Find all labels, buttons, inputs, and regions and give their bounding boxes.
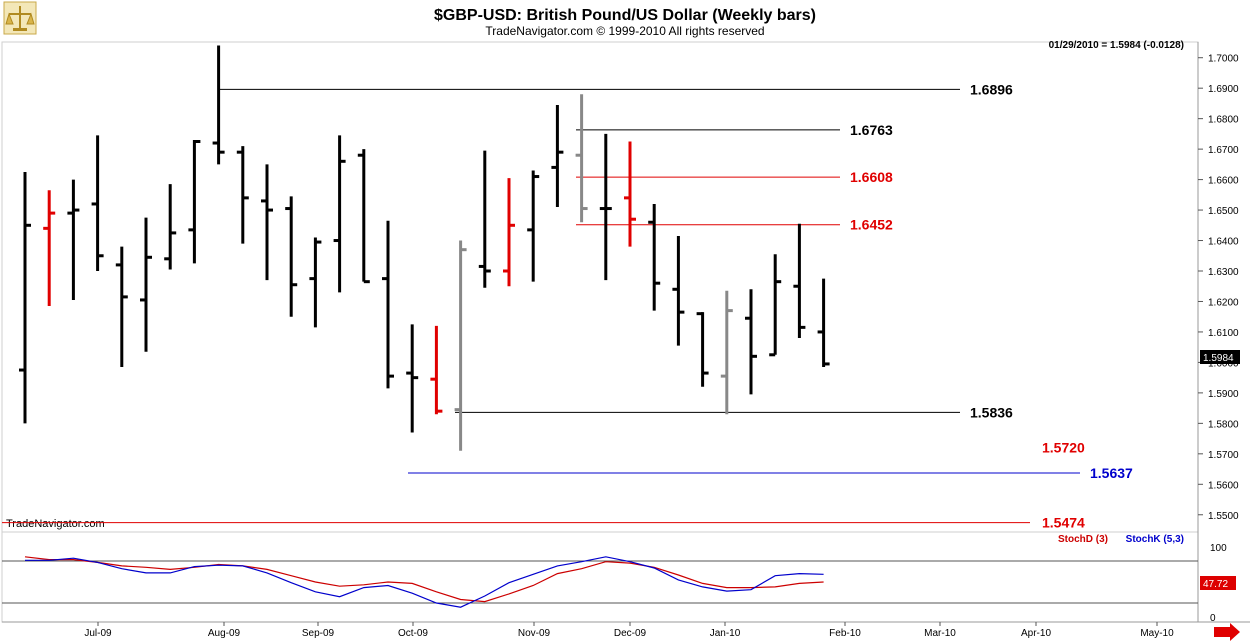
x-tick-label: Sep-09 xyxy=(302,628,335,639)
ohlc-bar xyxy=(236,146,249,244)
x-tick-label: Dec-09 xyxy=(614,628,647,639)
ohlc-bar xyxy=(575,94,588,223)
ohlc-bar xyxy=(43,190,56,307)
stoch-series-line xyxy=(25,556,824,608)
x-tick-label: Jan-10 xyxy=(710,628,741,639)
ohlc-bar xyxy=(333,135,346,293)
y-tick-label: 1.5900 xyxy=(1208,389,1239,400)
ohlc-bars xyxy=(19,45,830,451)
x-axis-labels: Jul-09 Aug-09 Sep-09 Oct-09 Nov-09 Dec-09 Jan-… xyxy=(84,622,1174,639)
level-label: 1.5474 xyxy=(1042,515,1085,531)
ohlc-bar xyxy=(478,150,491,288)
ohlc-bar xyxy=(357,149,370,284)
ohlc-bar xyxy=(285,196,298,317)
ohlc-bar xyxy=(527,170,540,282)
ohlc-bar xyxy=(696,312,709,387)
legend-stochk: StochK (5,3) xyxy=(1126,534,1184,545)
level-label: 1.6608 xyxy=(850,169,893,185)
x-tick-label: Mar-10 xyxy=(924,628,956,639)
ohlc-bar xyxy=(648,203,661,311)
y-tick-label: 1.6200 xyxy=(1208,297,1239,308)
level-label: 1.6452 xyxy=(850,217,893,233)
y-tick-label: 1.7000 xyxy=(1208,54,1239,65)
stoch-lines xyxy=(24,556,824,608)
x-tick-label: Oct-09 xyxy=(398,628,428,639)
ohlc-bar xyxy=(406,324,419,433)
ohlc-bar xyxy=(454,240,467,451)
chart-subtitle: TradeNavigator.com © 1999-2010 All right… xyxy=(485,24,764,38)
chart-title: $GBP-USD: British Pound/US Dollar (Weekl… xyxy=(434,7,816,24)
ohlc-bar xyxy=(551,104,564,208)
y-tick-label: 1.5500 xyxy=(1208,511,1239,522)
y-tick-label: 1.6100 xyxy=(1208,328,1239,339)
ohlc-bar xyxy=(91,135,104,272)
y-tick-label: 1.5700 xyxy=(1208,450,1239,461)
ohlc-bar xyxy=(67,179,80,300)
level-label: 1.5720 xyxy=(1042,440,1085,456)
level-label: 1.5836 xyxy=(970,404,1013,420)
level-lines: 1.6896 1.6763 1.6608 1.6452 1.5836 1.5637 1.54… xyxy=(2,81,1133,531)
y-tick-label: 1.6700 xyxy=(1208,145,1239,156)
ohlc-bar xyxy=(164,184,177,270)
stoch-last-label: 47.72 xyxy=(1203,579,1228,590)
level-label: 1.6896 xyxy=(970,81,1013,97)
last-price-label: 1.5984 xyxy=(1203,353,1234,364)
stoch-last-box xyxy=(1200,576,1236,590)
x-tick-label: Nov-09 xyxy=(518,628,551,639)
x-tick-label: Aug-09 xyxy=(208,628,241,639)
ohlc-bar xyxy=(309,237,322,328)
y-tick-label: 1.6300 xyxy=(1208,267,1239,278)
ohlc-bar xyxy=(769,254,782,357)
level-label: 1.5637 xyxy=(1090,465,1133,481)
ohlc-bar xyxy=(188,139,201,264)
last-price-box xyxy=(1200,350,1240,364)
ohlc-bar xyxy=(19,171,31,424)
x-tick-label: Apr-10 xyxy=(1021,628,1051,639)
ohlc-bar xyxy=(793,223,806,339)
ohlc-bar xyxy=(212,45,225,165)
ohlc-bar xyxy=(261,164,273,281)
scroll-right-icon[interactable] xyxy=(1214,623,1240,641)
ohlc-bar xyxy=(382,220,394,389)
x-tick-label: Jul-09 xyxy=(84,628,112,639)
stoch-series-line xyxy=(24,556,824,603)
stoch-tick-label: 0 xyxy=(1210,613,1216,624)
ohlc-bar xyxy=(624,141,636,247)
legend-stochd: StochD (3) xyxy=(1058,534,1108,545)
y-tick-label: 1.6500 xyxy=(1208,206,1239,217)
ohlc-bar xyxy=(720,290,733,415)
x-tick-label: Feb-10 xyxy=(829,628,861,639)
ohlc-bar xyxy=(140,217,152,352)
x-tick-label: May-10 xyxy=(1140,628,1174,639)
y-tick-label: 1.5600 xyxy=(1208,480,1239,491)
ohlc-bar xyxy=(599,133,612,281)
stoch-reference-lines xyxy=(2,560,1198,604)
y-tick-label: 1.6900 xyxy=(1208,84,1239,95)
ohlc-bar xyxy=(430,325,443,415)
readout: 01/29/2010 = 1.5984 (-0.0128) xyxy=(1049,40,1184,51)
stoch-tick-label: 100 xyxy=(1210,543,1227,554)
ohlc-bar xyxy=(817,278,830,367)
stoch-panel xyxy=(1,531,1199,623)
y-tick-label: 1.6400 xyxy=(1208,237,1239,248)
price-panel xyxy=(1,41,1199,533)
ohlc-bar xyxy=(503,178,515,287)
y-tick-label: 1.6800 xyxy=(1208,115,1239,126)
watermark: TradeNavigator.com xyxy=(6,518,105,530)
level-label: 1.6763 xyxy=(850,122,893,138)
ohlc-bar xyxy=(115,246,128,367)
y-axis-ticks: 1.55001.56001.57001.58001.59001.60001.61… xyxy=(1198,54,1239,522)
y-tick-label: 1.5800 xyxy=(1208,419,1239,430)
y-tick-label: 1.6600 xyxy=(1208,176,1239,187)
ohlc-bar xyxy=(745,289,757,395)
ohlc-bar xyxy=(672,235,685,346)
logo-icon xyxy=(3,1,37,35)
